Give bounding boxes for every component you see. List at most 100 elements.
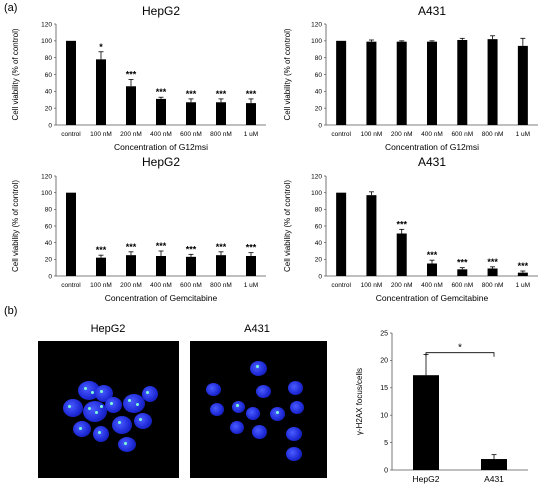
significance-label: ***: [156, 87, 167, 97]
y-tick-label: 0: [48, 273, 52, 280]
x-tick-label: 200 nM: [391, 282, 413, 289]
bar: [517, 45, 528, 126]
y-tick-label: 80: [45, 207, 53, 214]
x-tick-label: 1 uM: [244, 282, 258, 289]
significance-label: ***: [186, 244, 197, 254]
significance-bracket: [425, 352, 495, 357]
chart-title: A431: [418, 4, 446, 18]
y-tick-label: 40: [315, 89, 323, 96]
x-tick-label: 200 nM: [120, 131, 142, 138]
x-tick-label: control: [331, 282, 351, 289]
bar: [246, 103, 256, 125]
microscopy-image-hepg2: [38, 341, 179, 478]
bar: [396, 41, 407, 125]
bar: [336, 40, 347, 126]
y-axis-label: Cell viability (% of control): [283, 28, 292, 120]
bar: [413, 375, 439, 470]
significance-label: ***: [427, 250, 438, 260]
significance-label: ***: [518, 261, 529, 271]
bar: [96, 257, 106, 276]
x-tick-label: 100 nM: [90, 131, 112, 138]
x-tick-label: 100 nM: [90, 282, 112, 289]
x-tick-label: 400 nM: [421, 131, 443, 138]
microscopy-image-a431: [190, 341, 327, 478]
y-tick-label: 20: [380, 358, 388, 365]
y-axis-label: γ-H2AX focus/cells: [355, 368, 364, 435]
x-tick-label: 600 nM: [180, 282, 202, 289]
significance-label: ***: [216, 242, 227, 252]
y-tick-label: 20: [45, 257, 53, 264]
bar: [457, 39, 468, 125]
y-tick-label: 80: [45, 55, 53, 62]
x-axis-label: Concentration of G12msi: [385, 142, 479, 152]
bar: [487, 39, 498, 125]
x-tick-label: 600 nM: [180, 131, 202, 138]
bar: [156, 98, 166, 125]
bar: [366, 41, 377, 125]
chart-title: A431: [418, 155, 446, 169]
x-axis-label: Concentration of G12msi: [114, 142, 208, 152]
y-tick-label: 100: [311, 190, 322, 197]
significance-label: ***: [96, 245, 107, 255]
y-tick-label: 120: [311, 173, 322, 180]
y-axis-label: Cell viability (% of control): [11, 28, 20, 120]
y-tick-label: 120: [41, 173, 52, 180]
y-tick-label: 100: [311, 38, 322, 45]
y-axis-label: Cell viability (% of control): [283, 180, 292, 272]
x-tick-label: 800 nM: [482, 282, 504, 289]
x-tick-label: 400 nM: [150, 282, 172, 289]
y-tick-label: 60: [45, 223, 53, 230]
y-tick-label: 0: [318, 122, 322, 129]
bar: [457, 269, 468, 276]
bar: [336, 192, 347, 276]
significance-label: ***: [186, 89, 197, 99]
bar: [427, 263, 437, 276]
x-tick-label: control: [61, 282, 81, 289]
x-tick-label: 200 nM: [391, 131, 413, 138]
x-tick-label: A431: [484, 474, 504, 484]
x-tick-label: 800 nM: [210, 282, 232, 289]
x-tick-label: 100 nM: [361, 282, 383, 289]
x-tick-label: 1 uM: [516, 282, 530, 289]
y-tick-label: 0: [384, 467, 388, 474]
x-tick-label: 600 nM: [451, 282, 473, 289]
y-tick-label: 60: [45, 72, 53, 79]
significance-label: ***: [487, 257, 498, 267]
y-tick-label: 10: [380, 413, 388, 420]
bar: [126, 86, 136, 125]
bar: [186, 256, 196, 276]
bar: [517, 272, 528, 276]
y-tick-label: 0: [318, 273, 322, 280]
x-tick-label: 800 nM: [210, 131, 232, 138]
y-tick-label: 40: [45, 89, 53, 96]
bar: [396, 233, 407, 276]
y-tick-label: 100: [41, 38, 52, 45]
significance-label: ***: [126, 70, 137, 80]
y-tick-label: 20: [315, 105, 323, 112]
bar: [366, 195, 377, 276]
y-tick-label: 60: [315, 72, 323, 79]
x-tick-label: 1 uM: [244, 131, 258, 138]
y-axis-label: Cell viability (% of control): [11, 180, 20, 272]
significance-label: ***: [246, 89, 257, 99]
significance-label: ***: [156, 241, 167, 251]
significance-label: *: [99, 42, 103, 52]
y-tick-label: 60: [315, 223, 323, 230]
bar: [481, 459, 507, 470]
x-tick-label: HepG2: [413, 474, 440, 484]
x-axis-label: Concentration of Gemcitabine: [105, 293, 218, 303]
bar: [96, 59, 106, 125]
y-tick-label: 20: [45, 105, 53, 112]
y-tick-label: 15: [380, 385, 388, 392]
x-axis-label: Concentration of Gemcitabine: [376, 293, 489, 303]
y-tick-label: 5: [384, 440, 388, 447]
y-tick-label: 100: [41, 190, 52, 197]
x-tick-label: control: [331, 131, 351, 138]
bar: [427, 41, 437, 125]
panel-label-a: (a): [4, 2, 18, 14]
micro-title-hepg2: HepG2: [90, 323, 126, 335]
significance-label: ***: [246, 243, 257, 253]
significance-label: ***: [396, 219, 407, 229]
y-tick-label: 40: [315, 240, 323, 247]
